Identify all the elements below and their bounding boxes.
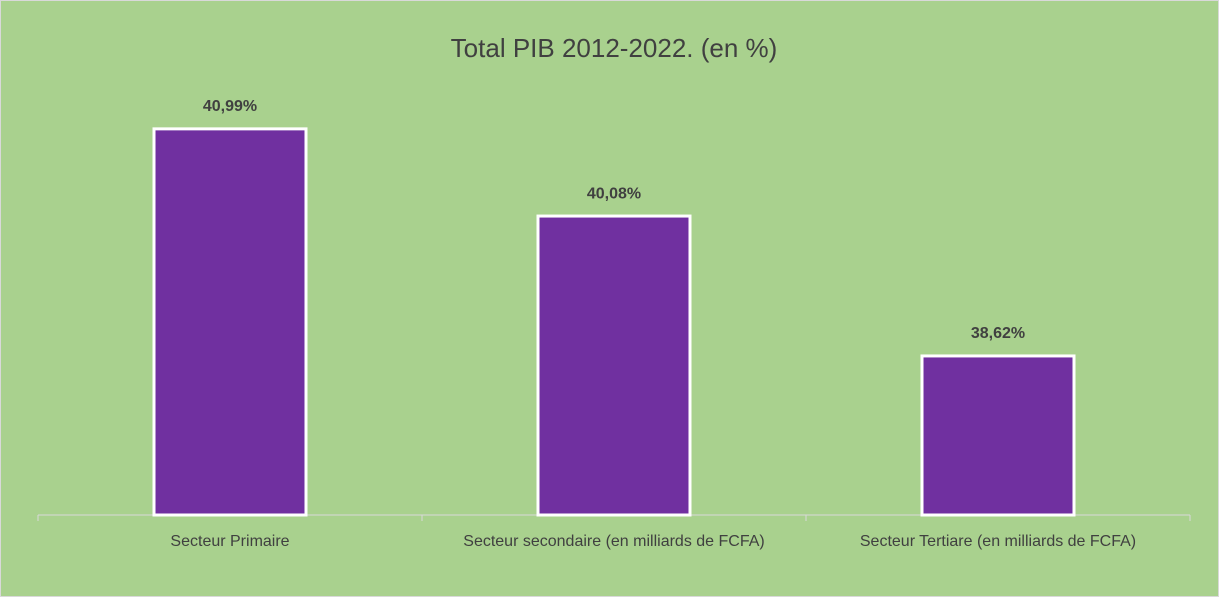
data-label: 40,99%	[203, 98, 257, 115]
bar	[536, 214, 692, 517]
data-label: 38,62%	[971, 325, 1025, 342]
data-label: 40,08%	[587, 185, 641, 202]
x-tick-label: Secteur secondaire (en milliards de FCFA…	[463, 533, 765, 550]
chart-title: Total PIB 2012-2022. (en %)	[451, 33, 778, 63]
bar	[152, 127, 308, 517]
bar	[920, 354, 1076, 517]
x-tick-label: Secteur Tertiare (en milliards de FCFA)	[859, 533, 1137, 550]
x-tick-label: Secteur Primaire	[170, 533, 290, 550]
